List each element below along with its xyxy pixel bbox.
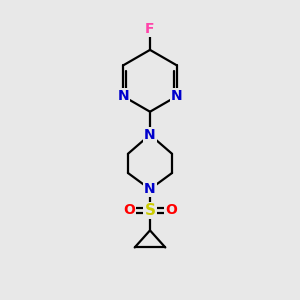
Text: N: N: [117, 89, 129, 103]
Text: O: O: [123, 203, 135, 218]
Text: O: O: [165, 203, 177, 218]
Text: F: F: [145, 22, 155, 36]
Text: N: N: [144, 128, 156, 142]
Text: N: N: [144, 182, 156, 196]
Text: S: S: [145, 203, 155, 218]
Text: N: N: [171, 89, 183, 103]
